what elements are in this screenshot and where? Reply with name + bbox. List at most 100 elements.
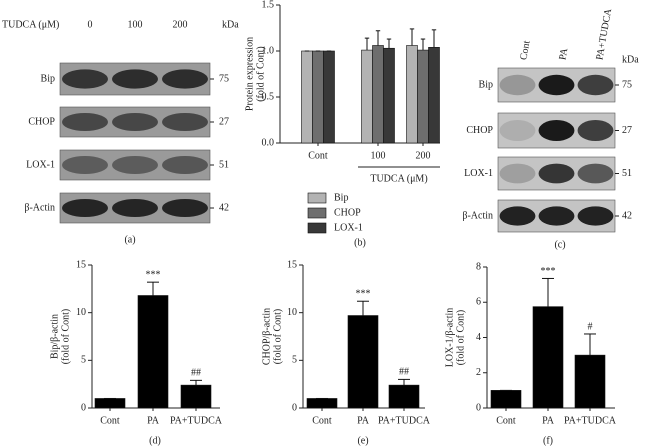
y-tick-label: 5 — [81, 355, 86, 366]
y-axis-label: (fold of Cont) — [455, 310, 466, 366]
panel-label: (d) — [149, 435, 161, 446]
bar — [428, 47, 440, 144]
x-tick-label: 100 — [371, 150, 386, 161]
blot-band — [162, 199, 208, 217]
blot-unit: kDa — [222, 19, 239, 30]
error-bar — [147, 281, 159, 296]
blot-band — [112, 156, 158, 174]
blot-band — [62, 69, 108, 89]
y-axis-label: CHOP/β-actin — [261, 308, 272, 365]
x-tick-label: 200 — [416, 150, 431, 161]
kda-label: 42 — [622, 210, 632, 221]
legend-swatch — [307, 192, 327, 204]
lane-label: 0 — [88, 19, 93, 30]
blot-band — [112, 113, 158, 131]
y-tick-label: 1.0 — [262, 45, 275, 56]
blot-row-label: Bip — [479, 79, 493, 90]
y-tick-label: 0.0 — [262, 137, 275, 148]
panel-label: (f) — [543, 435, 553, 446]
error-bar — [398, 378, 410, 386]
y-tick-label: 0 — [292, 402, 297, 413]
bar — [347, 315, 379, 409]
significance-label: ## — [399, 367, 409, 378]
blot-row-label: CHOP — [466, 125, 493, 136]
x-tick-label: Cont — [496, 415, 516, 426]
blot-band — [577, 120, 614, 141]
y-tick-label: 5 — [292, 355, 297, 366]
blot-row-label: Bip — [41, 73, 55, 84]
y-tick-label: 0 — [476, 402, 481, 413]
y-tick-label: 6 — [476, 297, 481, 308]
significance-label: ## — [191, 368, 201, 379]
y-tick-label: 10 — [287, 307, 297, 318]
blot-band — [577, 163, 614, 184]
error-bar — [584, 333, 596, 356]
significance-label: *** — [146, 269, 161, 280]
y-tick-label: 8 — [476, 261, 481, 272]
kda-label: 27 — [622, 125, 632, 136]
y-tick-label: 10 — [76, 307, 86, 318]
y-tick-label: 15 — [287, 259, 297, 270]
blot-row-label: β-Actin — [24, 202, 55, 213]
error-bar — [375, 30, 381, 46]
x-tick-label: PA — [357, 415, 370, 426]
bar — [406, 45, 418, 144]
blot-band — [499, 163, 536, 184]
lane-label: 100 — [128, 19, 143, 30]
y-axis-label: (fold of Cont) — [60, 309, 71, 365]
bar — [94, 398, 126, 409]
legend-label: LOX-1 — [334, 222, 363, 233]
blot-header-title: TUDCA (μM) — [2, 19, 59, 30]
blot-band — [62, 199, 108, 217]
panel-label: (b) — [354, 237, 366, 248]
bar — [180, 384, 212, 409]
significance-label: *** — [541, 266, 556, 277]
x-tick-label: PA+TUDCA — [170, 415, 223, 426]
y-axis-label: Bip/β-actin — [49, 314, 60, 359]
blot-band — [538, 163, 575, 184]
y-tick-label: 0 — [81, 402, 86, 413]
lane-label: PA+TUDCA — [594, 7, 614, 61]
x-tick-label: Cont — [308, 150, 328, 161]
error-bar — [420, 38, 426, 51]
bar — [383, 47, 395, 144]
y-axis-label: Protein expression — [244, 37, 255, 111]
panel-label: (e) — [357, 435, 368, 446]
error-bar — [409, 28, 415, 46]
error-bar — [431, 29, 437, 48]
kda-label: 75 — [219, 73, 229, 84]
blot-band — [577, 206, 614, 226]
blot-band — [162, 113, 208, 131]
bar — [312, 50, 324, 144]
error-bar — [386, 38, 392, 49]
y-axis-label: (fold of Cont) — [272, 309, 283, 365]
blot-band — [538, 74, 575, 96]
y-tick-label: 0.5 — [262, 91, 275, 102]
x-tick-label: Cont — [100, 415, 120, 426]
blot-row-label: LOX-1 — [464, 168, 493, 179]
error-bar — [357, 300, 369, 316]
blot-unit: kDa — [622, 54, 639, 65]
y-axis-label: (fold of Cont) — [255, 46, 266, 102]
blot-row-label: LOX-1 — [26, 159, 55, 170]
bar — [417, 49, 429, 144]
blot-band — [538, 120, 575, 141]
error-bar — [190, 379, 202, 386]
y-tick-label: 4 — [476, 332, 481, 343]
x-tick-label: Cont — [312, 415, 332, 426]
bar — [137, 295, 169, 409]
blot-band — [577, 74, 614, 96]
kda-label: 75 — [622, 79, 632, 90]
kda-label: 27 — [219, 116, 229, 127]
lane-label: PA — [557, 47, 570, 61]
blot-band — [112, 69, 158, 89]
bar — [532, 306, 564, 409]
x-tick-label: PA — [542, 415, 555, 426]
bar — [323, 50, 335, 144]
legend-label: CHOP — [334, 207, 361, 218]
blot-band — [499, 206, 536, 226]
y-tick-label: 15 — [76, 259, 86, 270]
legend-label: Bip — [334, 192, 348, 203]
error-bar — [542, 277, 554, 307]
